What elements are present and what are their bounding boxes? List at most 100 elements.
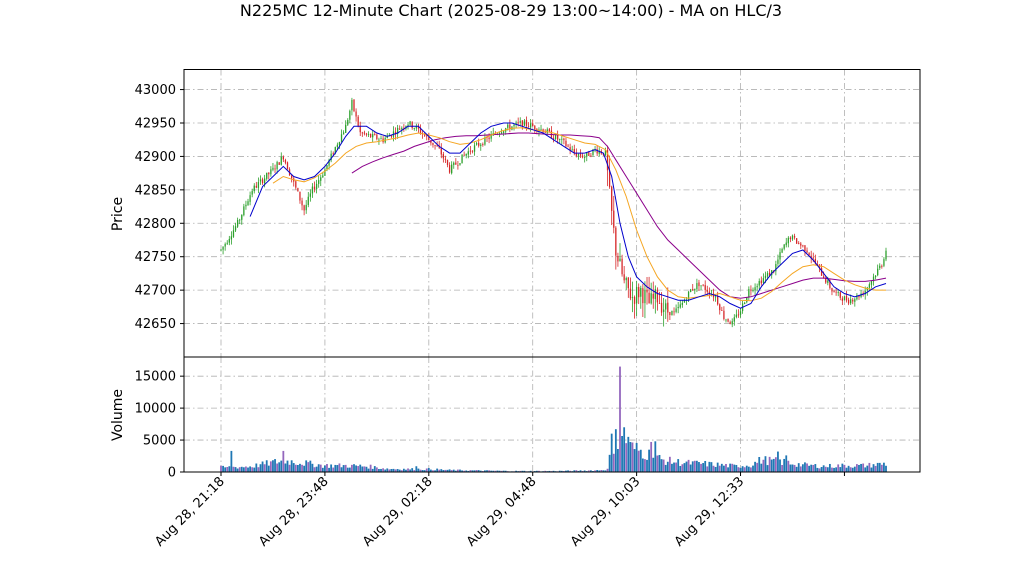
- volume-bar: [240, 466, 243, 472]
- candle-down: [727, 318, 729, 322]
- volume-bar: [490, 470, 493, 472]
- volume-bar: [484, 470, 486, 472]
- candle-down: [353, 99, 355, 112]
- volume-bar: [639, 449, 642, 472]
- candle-up: [625, 277, 627, 281]
- volume-bar: [720, 463, 723, 472]
- candle-down: [565, 140, 567, 147]
- candle-down: [704, 285, 706, 291]
- candle-up: [322, 175, 324, 178]
- volume-bar: [737, 467, 740, 472]
- volume-bar: [770, 459, 773, 472]
- candle-up: [318, 180, 320, 184]
- candle-down: [488, 137, 490, 140]
- volume-bar: [822, 465, 825, 472]
- volume-bar: [839, 467, 842, 472]
- volume-bar: [623, 427, 626, 472]
- candle-up: [644, 290, 646, 304]
- candle-up: [681, 302, 683, 305]
- volume-bar: [529, 470, 532, 472]
- volume-bar: [292, 463, 295, 472]
- volume-bar: [652, 457, 655, 472]
- candle-down: [608, 170, 611, 187]
- volume-bar: [569, 470, 572, 472]
- volume-bar: [371, 468, 374, 472]
- volume-bar: [390, 468, 393, 472]
- candle-down: [517, 122, 519, 124]
- volume-bar: [459, 469, 461, 472]
- candle-up: [467, 151, 469, 155]
- candle-up: [523, 120, 526, 126]
- candle-up: [675, 308, 677, 312]
- volume-bar: [646, 459, 648, 472]
- candle-up: [241, 214, 243, 220]
- candle-down: [399, 128, 401, 130]
- ma-fast-line: [249, 122, 887, 309]
- volume-bar: [814, 464, 817, 472]
- volume-bar: [598, 470, 601, 472]
- candle-down: [359, 125, 361, 133]
- volume-bar: [394, 469, 397, 472]
- volume-bar: [307, 462, 310, 472]
- candle-up: [731, 321, 733, 325]
- volume-bar: [267, 465, 270, 472]
- candle-down: [596, 149, 598, 154]
- candle-down: [881, 265, 883, 267]
- candle-down: [768, 272, 771, 276]
- candle-up: [224, 243, 226, 247]
- volume-bar: [747, 466, 750, 472]
- candle-down: [390, 135, 393, 137]
- candle-up: [230, 236, 233, 240]
- candle-up: [324, 169, 326, 176]
- candle-up: [683, 300, 686, 303]
- volume-bar: [247, 467, 249, 472]
- candle-up: [259, 179, 262, 182]
- volume-bar: [500, 470, 503, 472]
- candle-up: [771, 270, 773, 276]
- volume-bar: [558, 470, 561, 472]
- volume-bar: [660, 459, 663, 472]
- candle-down: [706, 289, 708, 292]
- x-tick-label: Aug 29, 10:03: [568, 474, 644, 550]
- volume-bar: [326, 464, 328, 472]
- candle-down: [525, 120, 528, 126]
- volume-bar: [253, 467, 256, 472]
- candle-down: [829, 280, 831, 289]
- candle-up: [700, 285, 702, 287]
- volume-bar: [475, 470, 478, 472]
- volume-bar: [594, 470, 596, 472]
- candle-up: [679, 304, 681, 308]
- volume-bar: [781, 464, 783, 472]
- volume-bar: [294, 464, 297, 472]
- candle-up: [665, 303, 667, 310]
- volume-bar: [614, 429, 617, 472]
- volume-bar: [367, 468, 370, 472]
- candle-up: [320, 177, 322, 181]
- candle-down: [717, 296, 719, 305]
- volume-bar: [633, 449, 636, 472]
- volume-bar: [856, 464, 858, 472]
- candle-up: [785, 242, 787, 246]
- candle-down: [660, 302, 663, 313]
- volume-bar: [375, 467, 378, 472]
- volume-bar: [548, 470, 551, 472]
- candle-up: [631, 296, 634, 299]
- candle-up: [714, 296, 717, 298]
- volume-bar: [309, 460, 312, 472]
- candle-down: [332, 153, 334, 155]
- volume-bar: [777, 451, 779, 472]
- candle-up: [739, 311, 742, 315]
- volume-bar: [625, 443, 628, 472]
- candle-down: [509, 124, 511, 130]
- candle-up: [480, 144, 482, 146]
- volume-bar: [299, 463, 301, 472]
- volume-bar: [795, 466, 798, 472]
- candle-down: [303, 205, 305, 211]
- volume-bar: [446, 469, 449, 472]
- candle-up: [249, 195, 251, 202]
- candle-up: [783, 244, 785, 249]
- candle-down: [573, 149, 575, 154]
- volume-bar: [444, 469, 447, 472]
- volume-bar: [668, 456, 671, 472]
- volume-bar: [826, 467, 829, 472]
